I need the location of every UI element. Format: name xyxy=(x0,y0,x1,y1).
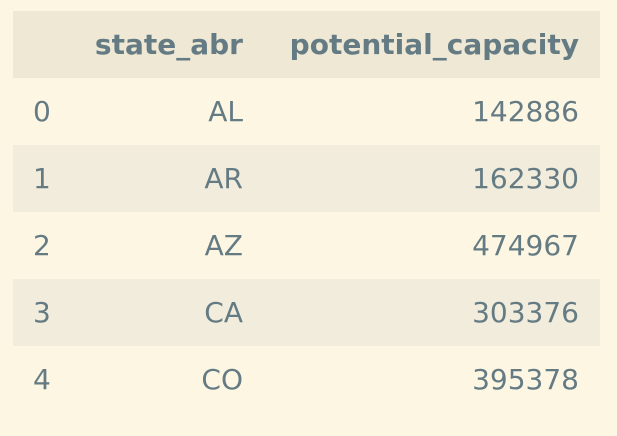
row-index: 3 xyxy=(33,296,51,329)
potential-capacity-cell: 162330 xyxy=(472,162,579,195)
row-index: 0 xyxy=(33,95,51,128)
state-abr-cell: CA xyxy=(204,296,243,329)
state-abr-cell: AL xyxy=(208,95,243,128)
state-abr-column-header: state_abr xyxy=(94,28,243,61)
row-index: 4 xyxy=(33,363,51,396)
potential-capacity-column-header: potential_capacity xyxy=(289,28,579,61)
table-row: 1 AR 162330 xyxy=(13,145,600,212)
dataframe-table-container: state_abr potential_capacity 0 AL 142886… xyxy=(13,11,600,413)
table-body: 0 AL 142886 1 AR 162330 2 AZ 474967 3 CA… xyxy=(13,78,600,413)
potential-capacity-cell: 142886 xyxy=(472,95,579,128)
potential-capacity-cell: 303376 xyxy=(472,296,579,329)
state-abr-cell: AR xyxy=(204,162,243,195)
dataframe-table: state_abr potential_capacity 0 AL 142886… xyxy=(13,11,600,413)
header-row: state_abr potential_capacity xyxy=(13,11,600,78)
state-abr-cell: CO xyxy=(201,363,243,396)
table-row: 4 CO 395378 xyxy=(13,346,600,413)
potential-capacity-cell: 395378 xyxy=(472,363,579,396)
table-row: 3 CA 303376 xyxy=(13,279,600,346)
table-row: 0 AL 142886 xyxy=(13,78,600,145)
table-header: state_abr potential_capacity xyxy=(13,11,600,78)
table-row: 2 AZ 474967 xyxy=(13,212,600,279)
index-column-header xyxy=(13,11,82,78)
potential-capacity-cell: 474967 xyxy=(472,229,579,262)
state-abr-cell: AZ xyxy=(204,229,243,262)
row-index: 2 xyxy=(33,229,51,262)
row-index: 1 xyxy=(33,162,51,195)
